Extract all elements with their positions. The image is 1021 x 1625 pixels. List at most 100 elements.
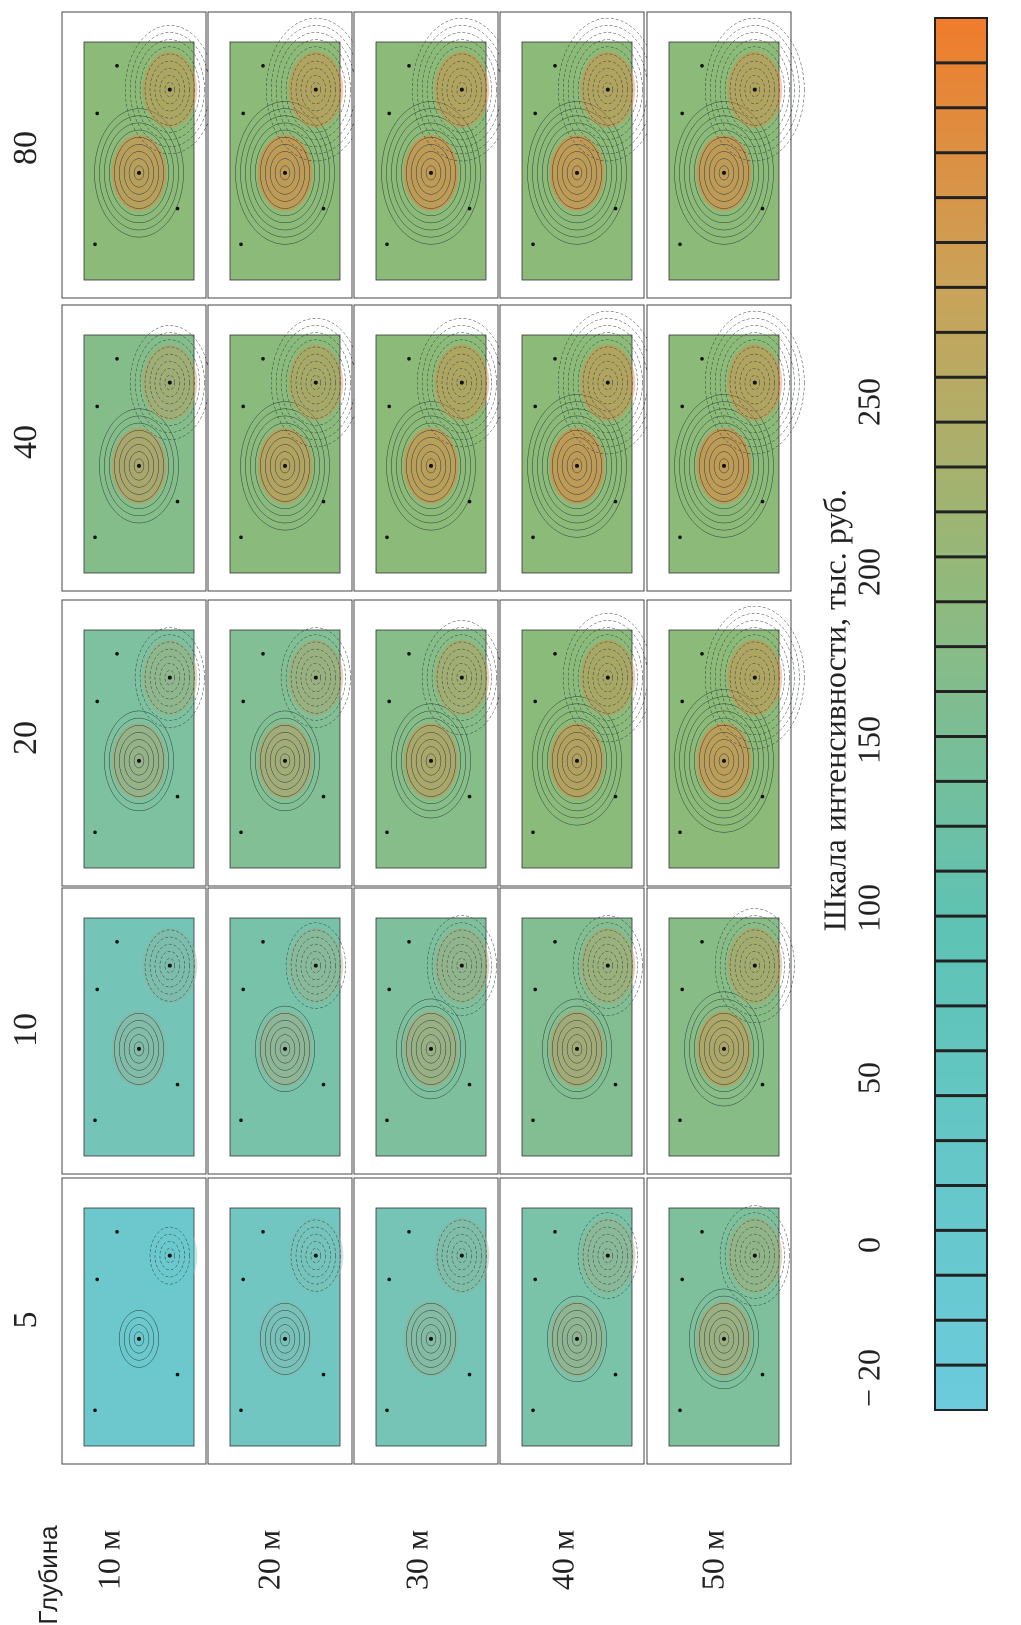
column-label: 10: [7, 1013, 44, 1047]
well-point: [137, 1337, 141, 1341]
well-point: [678, 831, 682, 835]
well-point: [531, 536, 535, 540]
well-point: [722, 464, 726, 468]
contour-panel: [208, 305, 360, 591]
well-point: [533, 112, 537, 116]
well-point: [314, 88, 318, 92]
well-point: [137, 759, 141, 763]
well-point: [606, 1254, 610, 1258]
well-point: [606, 88, 610, 92]
well-point: [761, 795, 765, 799]
well-point: [168, 676, 172, 680]
well-point: [385, 536, 389, 540]
well-point: [314, 1254, 318, 1258]
well-point: [460, 1254, 464, 1258]
well-point: [322, 500, 326, 504]
contour-panel: [62, 12, 214, 298]
well-point: [429, 759, 433, 763]
well-point: [575, 171, 579, 175]
well-point: [387, 112, 391, 116]
well-point: [753, 88, 757, 92]
well-point: [614, 1373, 618, 1377]
figure: Глубина Шкала интенсивности, тыс. руб. 1…: [0, 0, 1021, 1625]
well-point: [387, 1278, 391, 1282]
well-point: [753, 381, 757, 385]
well-point: [241, 1278, 245, 1282]
scale-tick-label: 0: [850, 1237, 886, 1253]
well-point: [606, 381, 610, 385]
well-point: [261, 357, 265, 361]
well-point: [176, 207, 180, 211]
well-point: [533, 988, 537, 992]
well-point: [700, 64, 704, 68]
well-point: [95, 988, 99, 992]
contour-panel: [647, 888, 794, 1174]
well-point: [314, 676, 318, 680]
well-point: [93, 243, 97, 247]
well-point: [606, 676, 610, 680]
well-point: [531, 1409, 535, 1413]
well-point: [95, 405, 99, 409]
well-point: [137, 464, 141, 468]
well-point: [176, 1373, 180, 1377]
contour-panel: [354, 888, 498, 1174]
well-point: [322, 207, 326, 211]
well-point: [95, 112, 99, 116]
scale-tick-label: 150: [850, 716, 886, 764]
well-point: [137, 1047, 141, 1051]
well-point: [93, 1409, 97, 1413]
column-label: 20: [7, 721, 44, 755]
well-point: [283, 1337, 287, 1341]
contour-panel: [62, 1178, 206, 1464]
well-point: [385, 1409, 389, 1413]
well-point: [322, 1373, 326, 1377]
well-point: [322, 795, 326, 799]
well-point: [168, 381, 172, 385]
well-point: [678, 243, 682, 247]
well-point: [137, 171, 141, 175]
scale-title: Шкала интенсивности, тыс. руб.: [816, 489, 852, 931]
well-point: [575, 759, 579, 763]
well-point: [261, 64, 265, 68]
well-point: [680, 112, 684, 116]
well-point: [385, 243, 389, 247]
well-point: [239, 536, 243, 540]
scale-tick-label: 50: [850, 1062, 886, 1094]
well-point: [283, 464, 287, 468]
well-point: [460, 676, 464, 680]
well-point: [575, 464, 579, 468]
contour-panel: [647, 305, 804, 591]
well-point: [314, 381, 318, 385]
well-point: [553, 1230, 557, 1234]
well-point: [239, 1119, 243, 1123]
well-point: [239, 1409, 243, 1413]
column-label: 5: [7, 1312, 44, 1329]
well-point: [761, 1373, 765, 1377]
well-point: [468, 1083, 472, 1087]
contour-panel: [647, 12, 804, 298]
well-point: [606, 964, 610, 968]
well-point: [531, 831, 535, 835]
contour-panel: [208, 1178, 352, 1464]
well-point: [283, 759, 287, 763]
well-point: [753, 964, 757, 968]
well-point: [761, 500, 765, 504]
contour-panel: [354, 600, 501, 886]
well-point: [533, 1278, 537, 1282]
well-point: [429, 464, 433, 468]
contour-panel: [354, 12, 511, 298]
contour-panel: [500, 12, 657, 298]
well-point: [614, 795, 618, 799]
scale-tick-label: 200: [850, 548, 886, 596]
well-point: [176, 500, 180, 504]
well-point: [678, 1119, 682, 1123]
depth-label: 40 м: [544, 1530, 580, 1590]
well-point: [261, 652, 265, 656]
well-point: [533, 700, 537, 704]
well-point: [678, 536, 682, 540]
well-point: [460, 381, 464, 385]
well-point: [407, 652, 411, 656]
well-point: [241, 405, 245, 409]
well-point: [115, 940, 119, 944]
well-point: [407, 1230, 411, 1234]
